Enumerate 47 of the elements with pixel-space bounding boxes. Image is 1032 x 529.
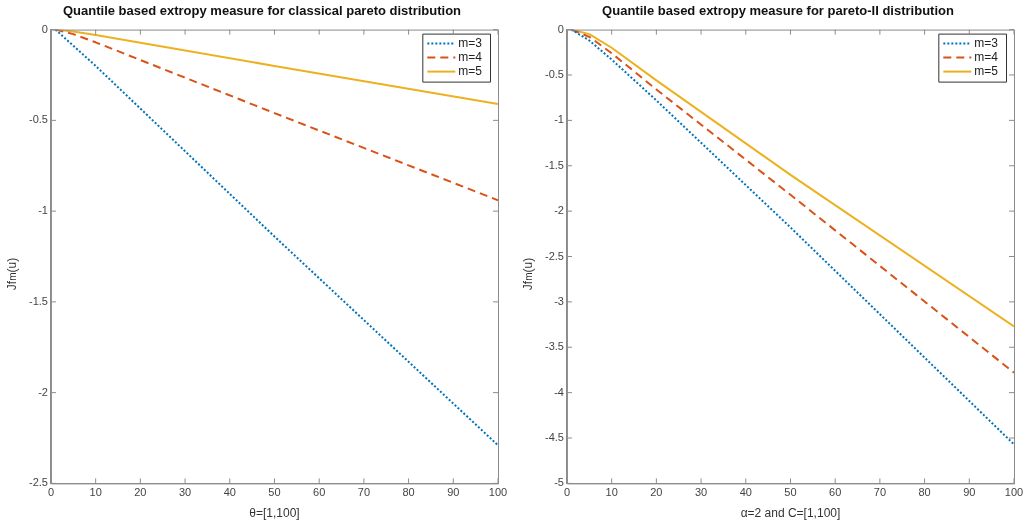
x-tick-label: 30 <box>178 486 192 499</box>
x-tick-label: 50 <box>784 486 797 499</box>
y-tick-label: -0.5 <box>28 113 48 126</box>
x-axis-title: α=2 and C=[1,100] <box>740 506 841 521</box>
x-tick-label: 70 <box>357 486 371 499</box>
y-tick-label: -1 <box>38 204 48 217</box>
legend-label: m=4 <box>458 49 483 64</box>
x-tick-label: 50 <box>268 486 281 499</box>
x-tick-label: 90 <box>447 486 460 499</box>
y-tick-label: -0.5 <box>544 68 564 81</box>
y-tick-label: -1.5 <box>28 294 48 307</box>
legend-label: m=4 <box>974 49 999 64</box>
x-tick-label: 60 <box>829 486 842 499</box>
y-tick-label: -2.5 <box>544 249 564 262</box>
chart-title: Quantile based extropy measure for pareto-II distribution <box>602 3 954 19</box>
x-tick-label: 20 <box>134 486 147 499</box>
x-axis-title: θ=[1,100] <box>249 506 300 521</box>
x-tick-label: 100 <box>1004 486 1024 499</box>
x-tick-label: 100 <box>488 486 508 499</box>
x-tick-label: 40 <box>223 486 236 499</box>
chart-title: Quantile based extropy measure for classical pareto distribution <box>62 3 462 19</box>
y-tick-label: -2 <box>38 385 48 398</box>
x-tick-label: 90 <box>963 486 976 499</box>
x-tick-label: 30 <box>694 486 708 499</box>
y-tick-label: -4 <box>554 385 564 398</box>
y-tick-label: -4.5 <box>544 431 564 444</box>
x-tick-label: 80 <box>918 486 931 499</box>
x-tick-label: 60 <box>313 486 326 499</box>
x-tick-label: 20 <box>650 486 663 499</box>
x-tick-label: 70 <box>873 486 887 499</box>
y-tick-label: 0 <box>557 22 564 35</box>
legend-label: m=3 <box>458 35 483 50</box>
x-tick-label: 10 <box>89 486 102 499</box>
y-tick-label: -1 <box>554 113 564 126</box>
y-tick-label: -1.5 <box>544 158 564 171</box>
y-tick-label: -2.5 <box>28 476 48 489</box>
x-tick-label: 80 <box>402 486 415 499</box>
legend-label: m=3 <box>974 35 999 50</box>
y-tick-label: -3 <box>554 294 564 307</box>
y-tick-label: -2 <box>554 204 564 217</box>
x-tick-label: 40 <box>739 486 752 499</box>
legend-label: m=5 <box>458 63 483 78</box>
legend-label: m=5 <box>974 63 999 78</box>
y-tick-label: -5 <box>554 476 564 489</box>
y-tick-label: -3.5 <box>544 340 564 353</box>
y-tick-label: 0 <box>41 22 48 35</box>
x-tick-label: 10 <box>605 486 618 499</box>
